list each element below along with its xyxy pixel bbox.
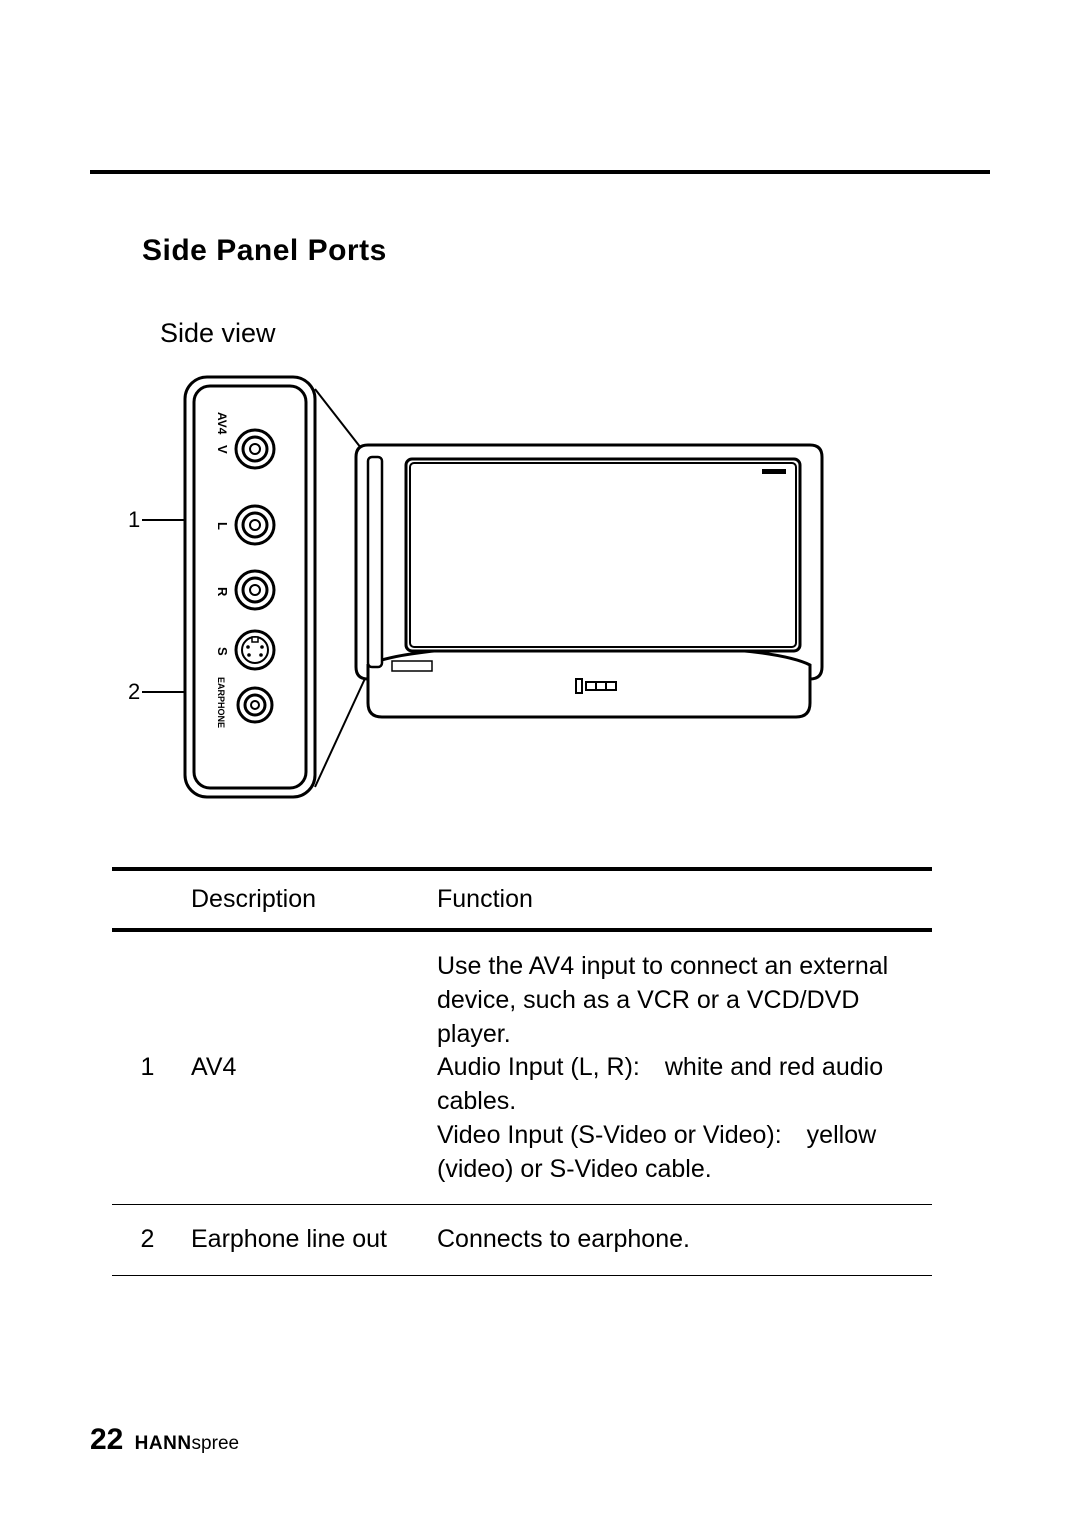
brand-bold: HANN (135, 1433, 192, 1454)
brand-rest: spree (192, 1433, 240, 1454)
header-description: Description (183, 869, 429, 930)
callout-1-label: 1 (128, 507, 140, 532)
tv-body (356, 445, 822, 717)
manual-page: Side Panel Ports Side view 1 2 AV4 V L R… (0, 0, 1080, 1529)
jack-svideo (236, 631, 274, 669)
row2-desc: Earphone line out (183, 1205, 429, 1276)
section-title: Side Panel Ports (142, 234, 990, 268)
table-row: 1 AV4 Use the AV4 input to connect an ex… (112, 930, 932, 1205)
zoom-line-bottom (315, 672, 368, 787)
panel-label-s: S (215, 647, 230, 656)
table-row: 2 Earphone line out Connects to earphone… (112, 1205, 932, 1276)
panel-label-av4: AV4 (215, 412, 229, 435)
side-view-label: Side view (160, 318, 990, 349)
jack-l (236, 506, 274, 544)
jack-earphone (238, 688, 272, 722)
row1-desc: AV4 (183, 930, 429, 1205)
top-rule (90, 170, 990, 174)
row1-func: Use the AV4 input to connect an external… (429, 930, 932, 1205)
jack-r (236, 571, 274, 609)
panel-label-l: L (215, 522, 230, 530)
panel-label-v: V (215, 445, 230, 454)
diagram-svg: 1 2 AV4 V L R S EARPHONE (110, 367, 830, 827)
jack-v (236, 430, 274, 468)
row2-num: 2 (112, 1205, 183, 1276)
panel-label-earphone: EARPHONE (216, 677, 226, 728)
header-function: Function (429, 869, 932, 930)
page-number: 22 (90, 1423, 123, 1456)
side-panel-diagram: 1 2 AV4 V L R S EARPHONE (110, 367, 990, 827)
header-blank (112, 869, 183, 930)
row1-num: 1 (112, 930, 183, 1205)
row2-func: Connects to earphone. (429, 1205, 932, 1276)
ports-table: Description Function 1 AV4 Use the AV4 i… (112, 867, 932, 1276)
callout-2-label: 2 (128, 679, 140, 704)
panel-label-r: R (215, 587, 230, 597)
page-footer: 22 HANNspree (90, 1423, 239, 1457)
table-header-row: Description Function (112, 869, 932, 930)
